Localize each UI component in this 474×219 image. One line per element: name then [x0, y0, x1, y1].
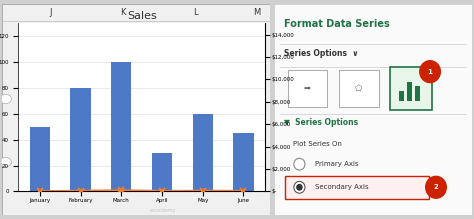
- FancyBboxPatch shape: [400, 91, 404, 101]
- Text: L: L: [193, 8, 198, 17]
- Circle shape: [0, 157, 11, 167]
- Text: 1: 1: [428, 69, 432, 75]
- FancyBboxPatch shape: [407, 82, 412, 101]
- Text: 2: 2: [434, 184, 438, 190]
- Text: M: M: [253, 8, 260, 17]
- Text: Plot Series On: Plot Series On: [293, 141, 342, 147]
- Circle shape: [0, 94, 11, 104]
- Text: Format Data Series: Format Data Series: [283, 19, 389, 29]
- Text: ▼  Series Options: ▼ Series Options: [283, 118, 358, 127]
- Text: ➡: ➡: [304, 84, 311, 93]
- Circle shape: [294, 181, 305, 193]
- Text: J: J: [49, 8, 52, 17]
- FancyBboxPatch shape: [415, 86, 420, 101]
- FancyBboxPatch shape: [284, 176, 429, 199]
- Text: Primary Axis: Primary Axis: [315, 161, 359, 167]
- FancyBboxPatch shape: [273, 4, 472, 215]
- Text: exceldemy: exceldemy: [150, 208, 176, 212]
- FancyBboxPatch shape: [391, 67, 432, 110]
- FancyBboxPatch shape: [2, 4, 270, 215]
- Text: ⬠: ⬠: [355, 84, 363, 93]
- FancyBboxPatch shape: [339, 70, 379, 107]
- Text: K: K: [120, 8, 126, 17]
- Circle shape: [426, 176, 447, 198]
- Circle shape: [297, 185, 302, 190]
- Text: Series Options  ∨: Series Options ∨: [283, 49, 358, 58]
- Circle shape: [420, 61, 440, 83]
- FancyBboxPatch shape: [288, 70, 327, 107]
- Text: Secondary Axis: Secondary Axis: [315, 184, 369, 190]
- Circle shape: [294, 158, 305, 170]
